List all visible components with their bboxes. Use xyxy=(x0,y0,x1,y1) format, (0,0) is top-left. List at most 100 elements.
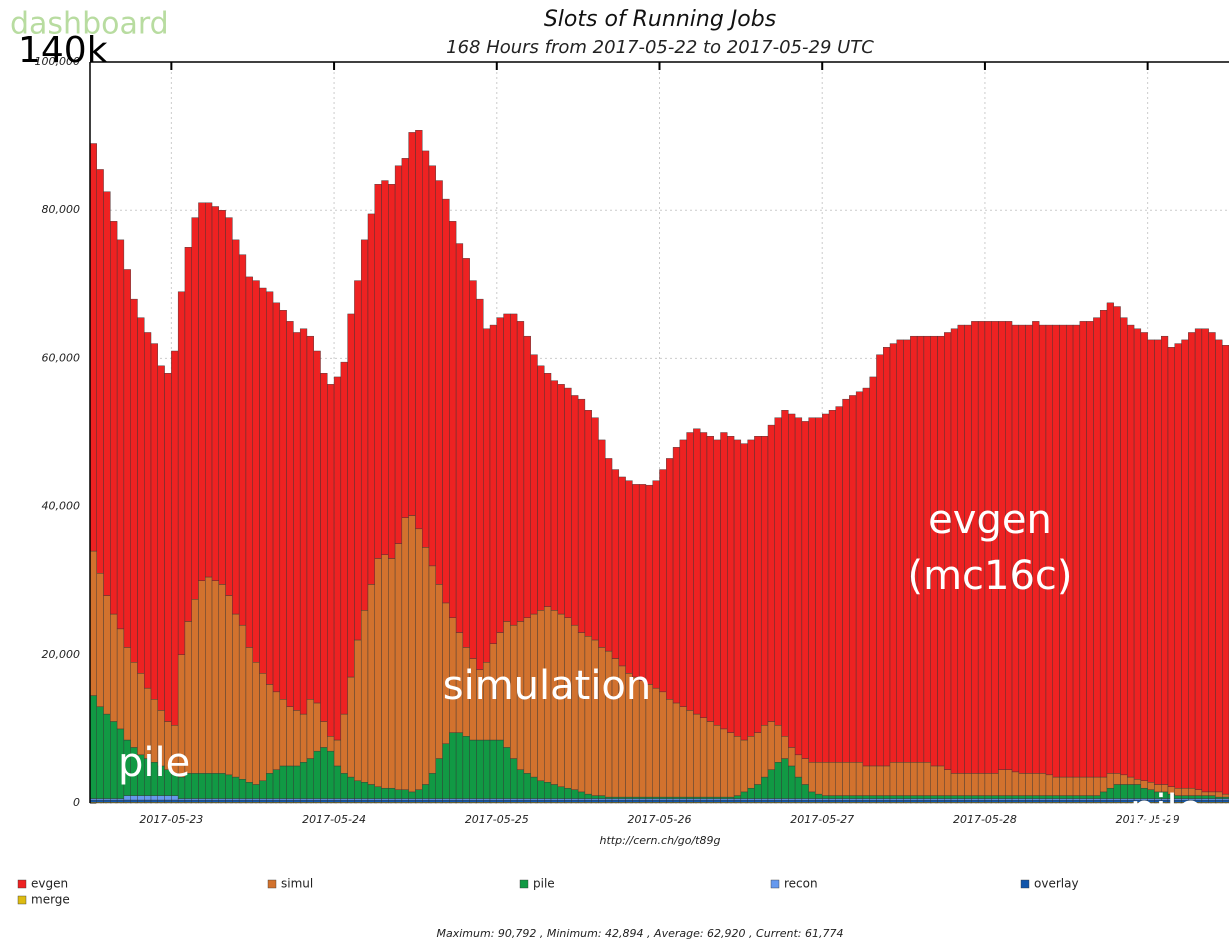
bar-segment xyxy=(1011,795,1020,799)
bar-segment xyxy=(788,799,796,803)
legend-label: pile xyxy=(533,877,555,891)
bar-segment xyxy=(1215,798,1223,801)
bar-segment xyxy=(523,773,531,799)
bar-segment xyxy=(503,313,511,622)
bar-segment xyxy=(727,732,735,798)
bar-segment xyxy=(720,796,728,799)
bar-segment xyxy=(550,799,559,803)
bar-segment xyxy=(618,476,626,667)
bar-segment xyxy=(889,798,897,801)
bar-segment xyxy=(991,773,999,796)
bar-segment xyxy=(835,799,843,803)
bar-segment xyxy=(903,798,911,801)
bar-segment xyxy=(422,798,430,801)
bar-segment xyxy=(394,799,403,803)
bar-segment xyxy=(794,798,803,801)
bar-segment xyxy=(157,799,165,803)
bar-segment xyxy=(903,799,911,803)
bar-segment xyxy=(977,798,986,801)
bar-segment xyxy=(598,798,606,801)
bar-segment xyxy=(984,321,992,774)
bar-segment xyxy=(774,724,782,763)
bar-segment xyxy=(123,795,131,801)
bar-segment xyxy=(367,213,375,585)
bar-segment xyxy=(605,799,613,803)
bar-segment xyxy=(1086,776,1094,796)
bar-segment xyxy=(903,339,911,763)
bar-segment xyxy=(666,458,674,700)
legend-swatch xyxy=(17,879,27,889)
bar-segment xyxy=(977,795,986,799)
bar-segment xyxy=(550,380,559,611)
bar-segment xyxy=(862,799,870,803)
bar-segment xyxy=(557,799,565,803)
bar-segment xyxy=(144,332,152,689)
bar-segment xyxy=(198,580,206,774)
bar-segment xyxy=(706,798,714,801)
bar-segment xyxy=(1086,795,1094,799)
bar-segment xyxy=(564,787,572,799)
bar-segment xyxy=(1106,773,1114,789)
bar-segment xyxy=(598,439,606,648)
bar-segment xyxy=(1106,798,1114,801)
bar-segment xyxy=(842,762,850,796)
bar-segment xyxy=(306,799,314,803)
bar-segment xyxy=(476,798,484,801)
bar-segment xyxy=(1113,784,1121,799)
bar-segment xyxy=(1120,798,1128,801)
bar-segment xyxy=(299,713,308,763)
bar-segment xyxy=(937,765,945,796)
bar-segment xyxy=(388,787,396,799)
bar-segment xyxy=(245,799,253,803)
bar-segment xyxy=(1099,791,1108,799)
bar-segment xyxy=(232,239,240,615)
bar-segment xyxy=(889,762,897,796)
bar-segment xyxy=(801,798,809,801)
bar-segment xyxy=(205,798,213,801)
bar-segment xyxy=(998,799,1006,803)
bar-segment xyxy=(977,321,986,774)
bar-segment xyxy=(367,799,375,803)
bar-segment xyxy=(1052,798,1060,801)
legend-label: recon xyxy=(784,877,818,891)
bar-segment xyxy=(394,543,403,790)
bar-segment xyxy=(530,799,538,803)
bar-segment xyxy=(727,798,735,801)
bar-segment xyxy=(103,713,111,799)
bar-segment xyxy=(144,795,152,801)
bar-segment xyxy=(469,799,477,803)
bar-segment xyxy=(1154,339,1162,785)
bar-segment xyxy=(401,517,409,790)
annotation: pile xyxy=(1130,787,1202,833)
bar-segment xyxy=(950,773,959,796)
bar-segment xyxy=(767,424,775,722)
bar-segment xyxy=(252,662,260,785)
bar-segment xyxy=(971,799,979,803)
bar-segment xyxy=(957,799,965,803)
bar-segment xyxy=(638,799,647,803)
bar-segment xyxy=(130,662,138,748)
bar-segment xyxy=(733,439,742,737)
bar-segment xyxy=(1113,799,1121,803)
bar-segment xyxy=(693,798,701,801)
bar-segment xyxy=(171,795,179,801)
bar-segment xyxy=(1106,302,1114,774)
bar-segment xyxy=(944,799,952,803)
bar-segment xyxy=(618,796,626,799)
bar-segment xyxy=(957,324,965,774)
bar-segment xyxy=(713,798,721,801)
bar-segment xyxy=(788,798,796,801)
bar-segment xyxy=(1025,798,1033,801)
bar-segment xyxy=(1066,795,1074,799)
bar-segment xyxy=(469,280,477,659)
bar-segment xyxy=(422,799,430,803)
bar-segment xyxy=(1072,324,1081,778)
bar-segment xyxy=(388,798,396,801)
bar-segment xyxy=(740,739,748,793)
bar-segment xyxy=(1194,328,1203,790)
bar-segment xyxy=(625,799,633,803)
bar-segment xyxy=(964,324,972,774)
legend-label: overlay xyxy=(1034,877,1079,891)
bar-segment xyxy=(801,421,809,759)
